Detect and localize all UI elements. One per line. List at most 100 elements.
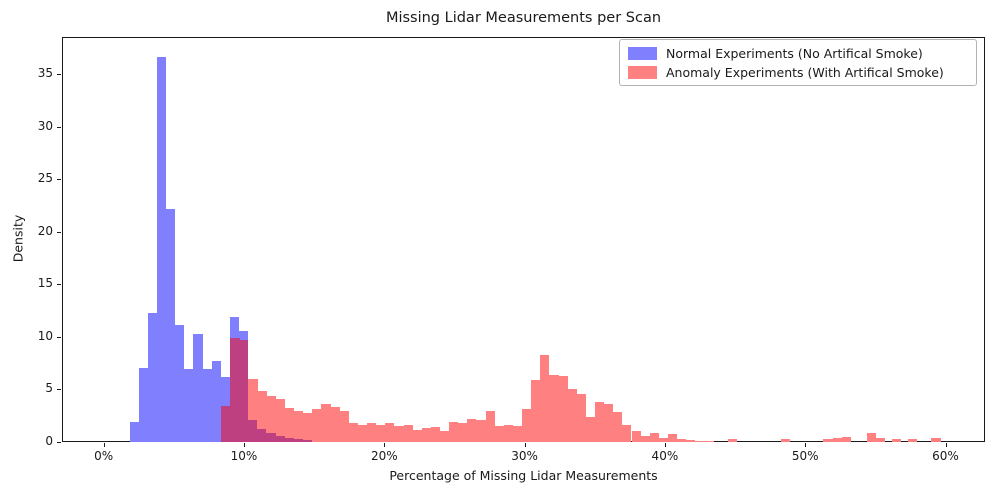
histogram-bar-anomaly: [931, 437, 941, 442]
histogram-bar-normal: [175, 325, 185, 442]
histogram-bar-anomaly: [467, 418, 477, 442]
y-tick-label: 5: [45, 381, 53, 396]
y-tick-label: 20: [37, 223, 53, 238]
histogram-bar-overlap: [294, 439, 303, 442]
histogram-bar-anomaly: [503, 424, 513, 442]
histogram-bar-anomaly: [522, 409, 532, 442]
histogram-bar-anomaly: [631, 431, 641, 442]
histogram-bar-anomaly: [385, 422, 395, 442]
x-tick: [244, 443, 245, 447]
y-axis-label: Density: [10, 214, 26, 263]
y-tick: [57, 231, 61, 233]
histogram-bar-overlap: [303, 440, 313, 442]
x-tick-label: 40%: [651, 449, 679, 463]
histogram-bar-anomaly: [321, 403, 331, 442]
y-tick-label: 25: [37, 171, 53, 186]
histogram-bar-normal: [184, 369, 194, 442]
histogram-bar-anomaly: [876, 437, 886, 442]
histogram-bar-overlap: [239, 337, 240, 442]
histogram-bar-anomaly: [907, 438, 917, 442]
histogram-bar-anomaly: [781, 439, 791, 442]
y-tick-label: 35: [37, 66, 53, 81]
histogram-bar-anomaly: [613, 412, 623, 442]
legend-swatch-normal: [628, 46, 657, 60]
x-tick: [103, 443, 105, 447]
histogram-bar-anomaly: [841, 436, 851, 442]
y-tick-label: 0: [45, 433, 53, 448]
histogram-bar-anomaly: [339, 411, 349, 442]
histogram-bar-anomaly: [667, 433, 678, 442]
histogram-bar-overlap: [230, 337, 240, 442]
legend-label-anomaly: Anomaly Experiments (With Artifical Smok…: [666, 64, 944, 80]
y-tick: [57, 74, 61, 76]
histogram-bar-anomaly: [284, 408, 295, 442]
x-tick-label: 0%: [94, 449, 114, 463]
histogram-bar-anomaly: [421, 428, 431, 442]
x-tick: [805, 443, 807, 447]
x-tick-label: 50%: [791, 449, 819, 463]
histogram-bar-overlap: [266, 433, 276, 442]
x-tick-label: 20%: [370, 449, 398, 463]
histogram-bar-overlap: [284, 438, 294, 442]
legend-swatch-anomaly: [628, 65, 657, 79]
y-tick-label: 15: [37, 276, 53, 291]
histogram-bar-anomaly: [585, 416, 596, 442]
y-tick: [57, 284, 61, 286]
histogram-bar-anomaly: [677, 439, 687, 442]
histogram-bar-normal: [193, 333, 203, 442]
histogram-bar-anomaly: [892, 439, 902, 442]
histogram-bar-anomaly: [266, 395, 276, 442]
x-tick-label: 10%: [230, 449, 258, 463]
histogram-bar-anomaly: [275, 398, 285, 442]
histogram-bar-anomaly: [540, 354, 550, 442]
x-tick: [524, 443, 526, 447]
histogram-bar-anomaly: [558, 375, 568, 442]
histogram-bar-overlap: [239, 339, 249, 442]
y-tick-label: 30: [37, 118, 53, 133]
histogram-bar-overlap: [293, 439, 295, 442]
histogram-bar-normal: [138, 368, 148, 442]
histogram-bar-anomaly: [394, 425, 404, 442]
histogram-bar-anomaly: [604, 403, 614, 442]
histogram-bar-anomaly: [348, 422, 358, 442]
histogram-bar-anomaly: [866, 433, 877, 442]
histogram-bar-anomaly: [449, 421, 459, 442]
histogram-bar-anomaly: [823, 438, 833, 442]
histogram-bar-anomaly: [728, 439, 738, 442]
histogram-bar-anomaly: [494, 425, 504, 442]
histogram-bar-overlap: [266, 433, 267, 442]
histogram-bar-anomaly: [531, 379, 541, 442]
histogram-bar-normal: [211, 360, 221, 442]
histogram-bar-anomaly: [357, 424, 368, 442]
histogram-bar-anomaly: [649, 433, 659, 442]
histogram-bar-anomaly: [622, 424, 632, 442]
histogram-bar-anomaly: [367, 422, 377, 442]
histogram-bar-overlap: [302, 440, 304, 442]
histogram-bar-normal: [202, 369, 212, 442]
histogram-bar-anomaly: [512, 425, 523, 442]
histogram-bar-anomaly: [248, 378, 258, 442]
y-tick: [57, 126, 61, 128]
y-tick: [57, 441, 61, 443]
histogram-bar-anomaly: [376, 424, 386, 442]
histogram-bar-anomaly: [549, 374, 559, 442]
histogram-bar-overlap: [257, 429, 258, 442]
histogram-bar-anomaly: [403, 424, 413, 442]
histogram-bar-anomaly: [567, 389, 577, 442]
histogram-bar-normal: [157, 57, 167, 442]
x-tick: [945, 443, 947, 447]
histogram-bar-anomaly: [294, 411, 304, 442]
plot-area: [62, 37, 985, 442]
histogram-bar-overlap: [275, 436, 285, 442]
legend-entry-normal: Normal Experiments (No Artifical Smoke): [628, 46, 968, 61]
histogram-bar-anomaly: [658, 437, 668, 442]
x-tick-label: 30%: [511, 449, 538, 463]
histogram-bar-anomaly: [312, 409, 322, 442]
histogram-bar-normal: [129, 421, 139, 442]
histogram-bar-anomaly: [458, 422, 468, 442]
y-tick: [57, 336, 61, 338]
histogram-bar-anomaly: [485, 411, 495, 442]
legend-label-normal: Normal Experiments (No Artifical Smoke): [666, 45, 923, 61]
histogram-bar-anomaly: [686, 440, 696, 442]
